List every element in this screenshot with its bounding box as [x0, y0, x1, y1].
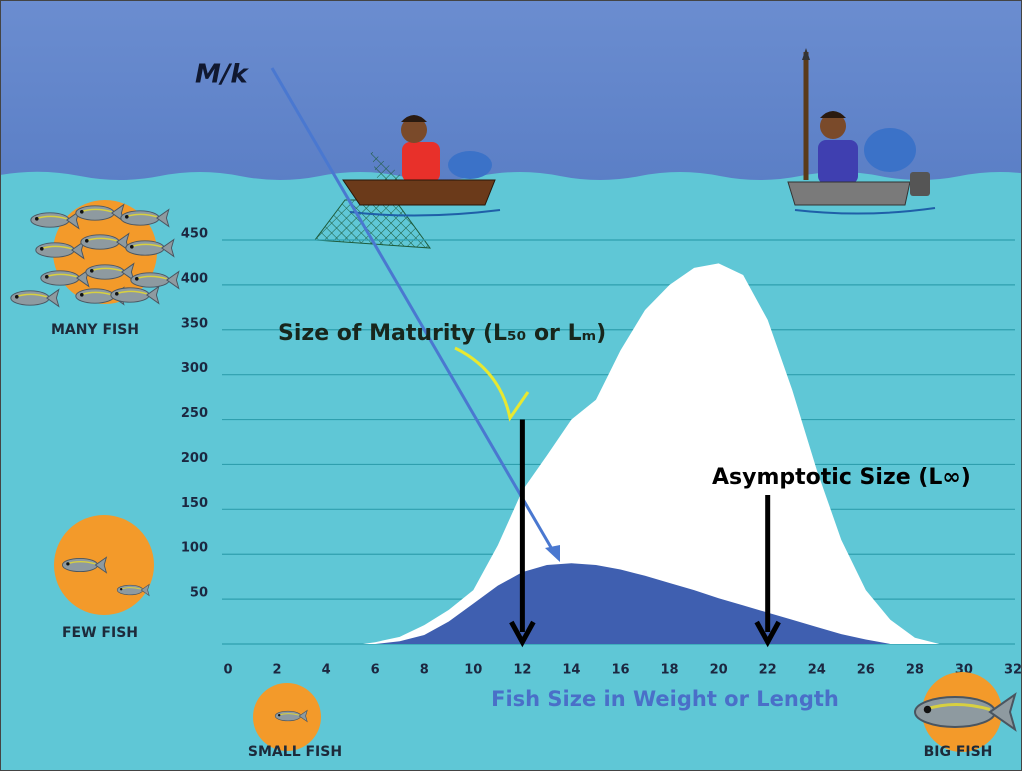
x-tick-label: 10 [464, 663, 482, 678]
fish-eye [35, 217, 39, 221]
fish-icon [125, 238, 175, 258]
fish-icon [61, 556, 108, 574]
y-tick-label: 100 [181, 541, 208, 556]
fish-tail [145, 285, 160, 305]
fish-tail [65, 210, 80, 230]
fish-eye [278, 714, 281, 717]
arrowhead [754, 620, 781, 648]
x-tick-label: 2 [273, 663, 282, 678]
fish-icon [85, 262, 135, 282]
fish-tail [115, 232, 130, 252]
fish-tail [94, 556, 108, 574]
y-tick-label: 50 [190, 586, 208, 601]
fish-tail [160, 238, 175, 258]
y-tick-label: 150 [181, 496, 208, 511]
fish-icon [110, 285, 160, 305]
mk-arrowhead [545, 545, 560, 562]
area [375, 563, 891, 644]
y-tick-label: 350 [181, 316, 208, 331]
x-tick-label: 28 [906, 663, 924, 678]
x-tick-label: 6 [371, 663, 380, 678]
y-tick-label: 200 [181, 451, 208, 466]
fish-icon [120, 208, 170, 228]
fish-eye [45, 275, 49, 279]
fish-icon [30, 210, 80, 230]
icon-label: FEW FISH [62, 625, 138, 641]
icon-label: BIG FISH [924, 744, 993, 760]
fish-icon [10, 288, 60, 308]
arrowhead [509, 620, 536, 648]
x-tick-label: 14 [562, 663, 580, 678]
y-tick-label: 450 [181, 227, 208, 242]
annotation: Asymptotic Size (L∞) [712, 465, 971, 490]
fish-tail [140, 583, 150, 597]
fish-icon [40, 268, 90, 288]
fish-eye [125, 215, 129, 219]
x-tick-label: 26 [857, 663, 875, 678]
fish-eye [130, 245, 134, 249]
fish-icon [914, 692, 1017, 732]
fish-eye [135, 277, 139, 281]
x-tick-label: 24 [808, 663, 826, 678]
pointer [454, 346, 530, 422]
x-tick-label: 18 [661, 663, 679, 678]
fish-icon [130, 270, 180, 290]
icon-label: MANY FISH [51, 322, 139, 338]
fish-icon [80, 232, 130, 252]
x-tick-label: 16 [611, 663, 629, 678]
x-tick-label: 12 [513, 663, 531, 678]
y-tick-label: 300 [181, 361, 208, 376]
net-boat [314, 115, 501, 249]
fish-eye [80, 210, 84, 214]
wave [0, 171, 1022, 190]
fish-eye [120, 588, 123, 591]
annotation: Size of Maturity (L₅₀ or Lₘ) [278, 321, 606, 346]
fish-tail [45, 288, 60, 308]
x-tick-label: 0 [223, 663, 232, 678]
fish-tail [75, 268, 90, 288]
x-tick-label: 20 [710, 663, 728, 678]
x-tick-label: 8 [420, 663, 429, 678]
fish-eye [66, 562, 70, 566]
spear-boat [787, 48, 936, 215]
fish-eye [923, 705, 932, 714]
fish-tail [298, 709, 308, 723]
fish-tail [165, 270, 180, 290]
fish-icon [35, 240, 85, 260]
fish-tail [120, 262, 135, 282]
annotation: M/k [195, 60, 249, 90]
area [362, 263, 940, 644]
y-tick-label: 250 [181, 406, 208, 421]
fish-eye [90, 269, 94, 273]
fish-icon [274, 709, 308, 723]
x-tick-label: 22 [759, 663, 777, 678]
fish-tail [155, 208, 170, 228]
fish-eye [14, 295, 19, 299]
fish-eye [80, 293, 84, 297]
fish-eye [115, 292, 119, 296]
fish-tail [70, 240, 85, 260]
fish-eye [85, 239, 89, 243]
mk-arrow [270, 67, 558, 557]
fish-tail [988, 692, 1017, 732]
x-tick-label: 32 [1004, 663, 1022, 678]
y-tick-label: 400 [181, 271, 208, 286]
fish-icon [116, 583, 150, 597]
icon-label: SMALL FISH [248, 744, 342, 760]
x-tick-label: 4 [322, 663, 331, 678]
x-axis-label: Fish Size in Weight or Length [491, 687, 839, 711]
fish-eye [40, 247, 44, 251]
